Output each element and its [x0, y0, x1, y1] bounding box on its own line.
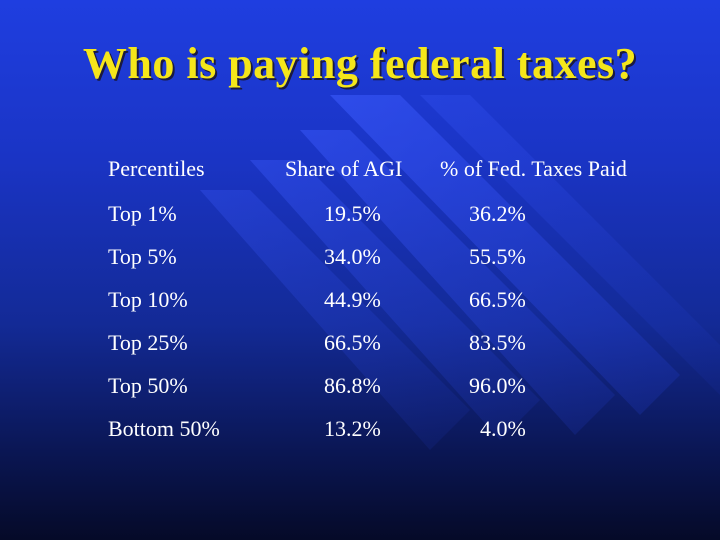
row-percentile: Bottom 50%	[108, 416, 220, 441]
header-percentiles: Percentiles	[108, 156, 205, 181]
row-taxes-paid: 66.5%	[469, 287, 526, 312]
row-taxes-paid: 83.5%	[469, 330, 526, 355]
row-share-agi: 66.5%	[324, 330, 381, 355]
row-taxes-paid: 96.0%	[469, 373, 526, 398]
row-percentile: Top 1%	[108, 201, 177, 226]
row-percentile: Top 5%	[108, 244, 177, 269]
slide-title: Who is paying federal taxes?	[82, 39, 638, 88]
header-share-agi: Share of AGI	[285, 156, 403, 181]
row-taxes-paid: 4.0%	[469, 416, 526, 441]
row-share-agi: 34.0%	[324, 244, 381, 269]
row-taxes-paid: 36.2%	[469, 201, 526, 226]
row-share-agi: 86.8%	[324, 373, 381, 398]
row-share-agi: 19.5%	[324, 201, 381, 226]
row-taxes-paid: 55.5%	[469, 244, 526, 269]
row-percentile: Top 50%	[108, 373, 188, 398]
row-percentile: Top 25%	[108, 330, 188, 355]
row-share-agi: 44.9%	[324, 287, 381, 312]
header-taxes-paid: % of Fed. Taxes Paid	[440, 156, 627, 181]
row-percentile: Top 10%	[108, 287, 188, 312]
row-share-agi: 13.2%	[324, 416, 381, 441]
